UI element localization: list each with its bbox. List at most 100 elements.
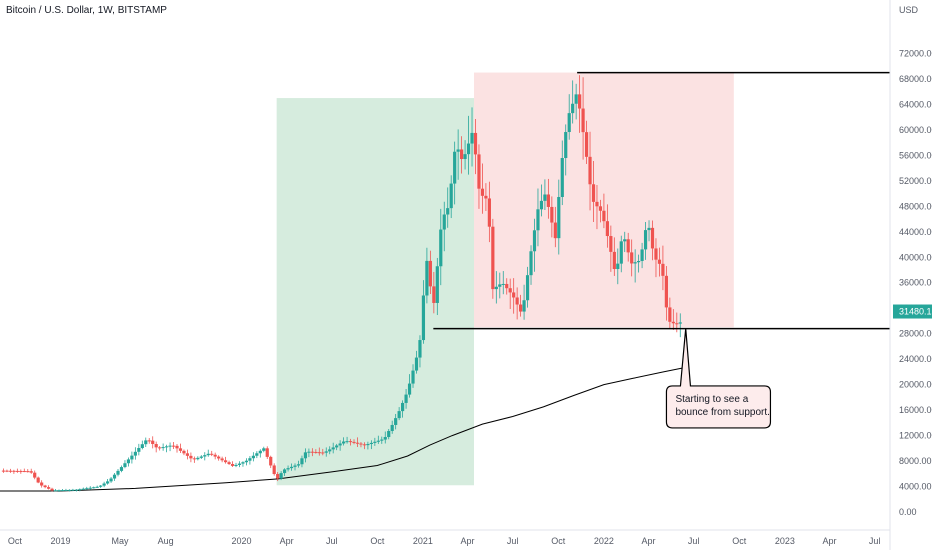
candle-body — [612, 251, 616, 270]
y-tick-label: 44000.00 — [899, 227, 932, 237]
x-tick-label: May — [111, 536, 129, 546]
candle-body — [227, 462, 231, 465]
candle-body — [501, 283, 505, 285]
candle-body — [283, 469, 287, 474]
candle-body — [151, 440, 155, 445]
candle-body — [449, 183, 453, 209]
candle-body — [213, 454, 217, 457]
candle-body — [529, 251, 533, 276]
candle-body — [619, 241, 623, 264]
y-tick-label: 68000.00 — [899, 74, 932, 84]
candle-body — [508, 288, 512, 293]
callout-text-line: Starting to see a — [675, 394, 748, 405]
candle-body — [650, 227, 655, 249]
candle-body — [258, 450, 262, 454]
candle-body — [244, 460, 249, 463]
candle-body — [144, 440, 148, 445]
candle-body — [178, 448, 183, 451]
candle-body — [57, 490, 61, 492]
candle-body — [498, 284, 502, 287]
x-tick-label: 2020 — [231, 536, 251, 546]
candle-body — [626, 239, 630, 253]
candle-body — [668, 307, 672, 322]
candle-body — [557, 197, 561, 239]
candle-body — [22, 471, 26, 473]
x-tick-label: 2023 — [775, 536, 795, 546]
candle-body — [168, 445, 172, 447]
candle-body — [286, 468, 290, 470]
candle-body — [262, 448, 266, 451]
candle-body — [338, 443, 342, 446]
candle-body — [428, 260, 432, 287]
candle-body — [269, 456, 273, 466]
candle-body — [536, 209, 540, 231]
candle-body — [664, 275, 668, 308]
y-tick-label: 72000.00 — [899, 48, 932, 58]
candle-body — [487, 198, 491, 227]
candle-body — [307, 451, 311, 453]
y-tick-label: 56000.00 — [899, 150, 932, 160]
candle-body — [584, 132, 589, 157]
candle-body — [234, 464, 238, 466]
candle-body — [425, 260, 429, 296]
candle-body — [12, 470, 16, 472]
candle-body — [466, 143, 471, 155]
moving-average-line — [0, 366, 686, 492]
x-tick-label: Apr — [280, 536, 294, 546]
y-tick-label: 24000.00 — [899, 354, 932, 364]
candle-body — [435, 266, 439, 303]
candle-body — [671, 321, 675, 324]
y-tick-label: 16000.00 — [899, 405, 932, 415]
candle-body — [26, 471, 30, 473]
candle-body — [678, 322, 682, 324]
candle-body — [446, 208, 450, 215]
candle-body — [453, 151, 457, 184]
candle-body — [133, 451, 137, 456]
candle-body — [512, 292, 516, 298]
candle-body — [185, 453, 190, 456]
candle-body — [15, 470, 19, 472]
candle-body — [383, 437, 387, 440]
candle-body — [210, 453, 214, 455]
candle-body — [78, 489, 82, 491]
candle-body — [276, 474, 280, 479]
x-tick-label: Jul — [688, 536, 700, 546]
candle-body — [279, 473, 283, 479]
candle-body — [345, 441, 349, 443]
candle-body — [348, 441, 353, 443]
candle-body — [123, 463, 127, 468]
y-tick-label: 12000.00 — [899, 431, 932, 441]
candle-body — [390, 424, 394, 432]
candle-body — [321, 452, 325, 454]
candle-body — [137, 448, 141, 452]
candle-body — [359, 443, 363, 445]
candle-body — [192, 458, 196, 460]
candle-body — [296, 464, 301, 466]
candle-body — [116, 470, 120, 475]
candle-body — [158, 447, 162, 449]
candle-body — [171, 445, 176, 447]
candle-body — [525, 275, 530, 301]
candle-body — [223, 460, 228, 463]
candle-body — [477, 154, 481, 189]
y-tick-label: 52000.00 — [899, 176, 932, 186]
candle-body — [560, 158, 564, 198]
candle-body — [293, 465, 297, 467]
candle-body — [53, 490, 58, 492]
x-tick-label: Apr — [823, 536, 837, 546]
candle-body — [633, 262, 637, 264]
candle-body — [331, 447, 335, 450]
candle-body — [272, 465, 276, 475]
candle-body — [99, 485, 103, 487]
candle-body — [237, 463, 242, 465]
candle-body — [564, 132, 568, 159]
x-tick-label: Oct — [732, 536, 747, 546]
candle-body — [352, 441, 356, 443]
candle-body — [460, 149, 464, 160]
x-tick-label: 2021 — [413, 536, 433, 546]
candle-body — [623, 239, 627, 242]
y-tick-label: 8000.00 — [899, 456, 932, 466]
candle-body — [147, 440, 151, 442]
x-tick-label: 2022 — [594, 536, 614, 546]
candle-body — [550, 206, 554, 223]
